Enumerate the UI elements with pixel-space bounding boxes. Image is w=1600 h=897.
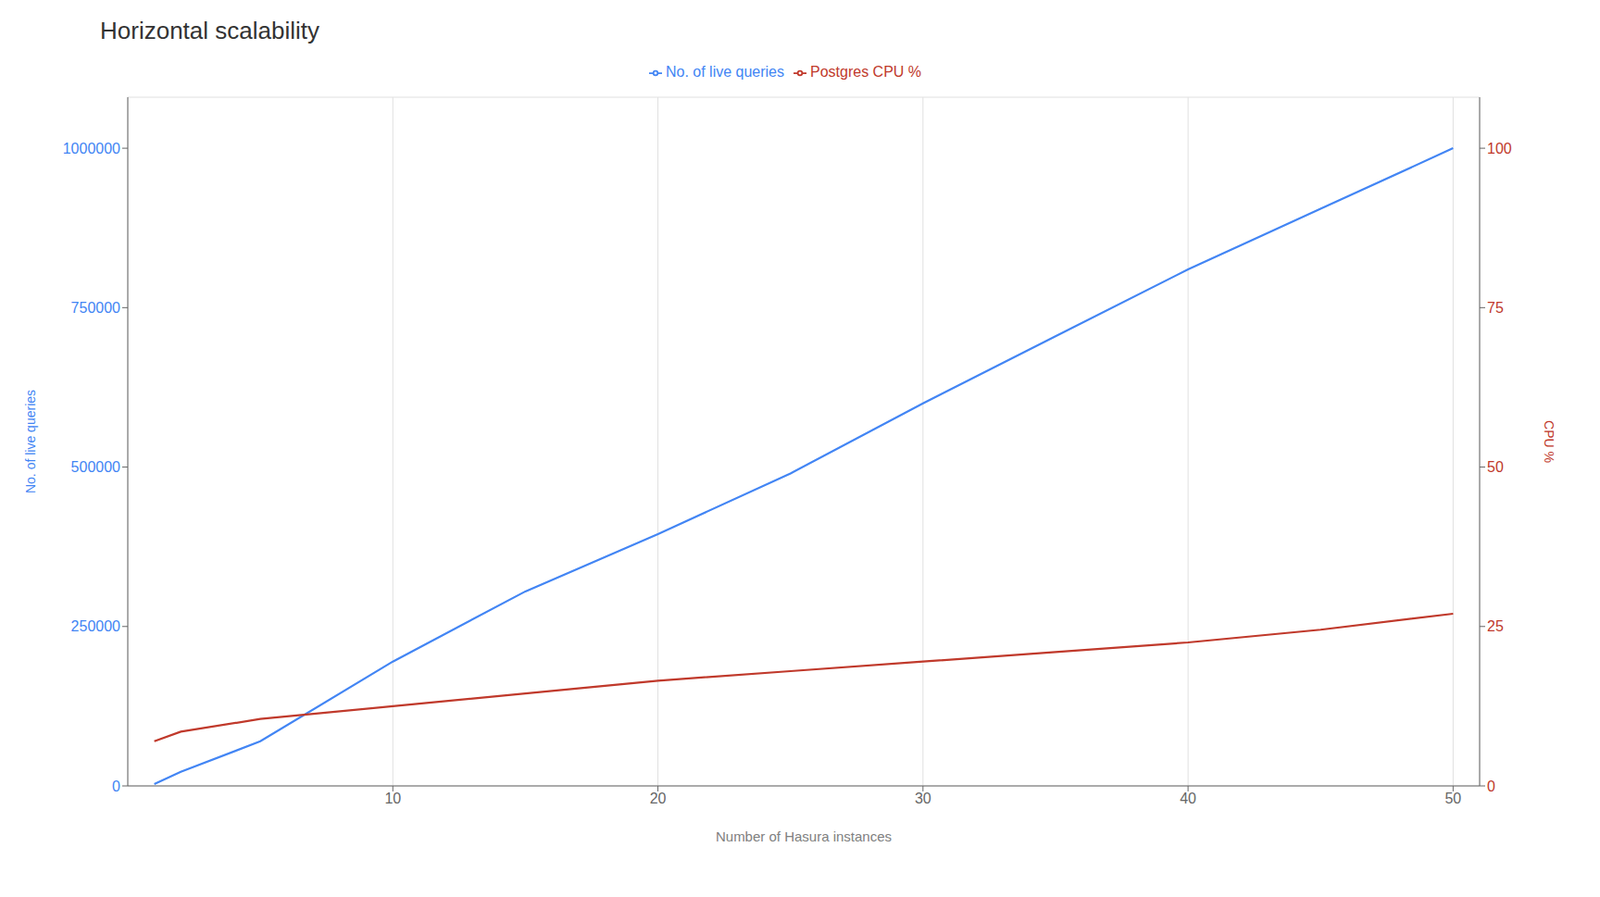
svg-text:Number of Hasura instances: Number of Hasura instances (715, 828, 892, 845)
html-text:No. of live queries: No. of live queries (665, 63, 785, 80)
svg-text:50: 50 (1444, 790, 1462, 807)
svg-text:0: 0 (112, 778, 121, 795)
html-text:Horizontal scalability: Horizontal scalability (100, 16, 320, 45)
svg-text:25: 25 (1487, 618, 1504, 635)
svg-text:CPU %: CPU % (1541, 420, 1557, 463)
svg-text:100: 100 (1487, 140, 1513, 157)
svg-text:50: 50 (1487, 459, 1504, 475)
svg-text:30: 30 (914, 790, 932, 807)
svg-text:20: 20 (650, 790, 667, 807)
html-text:Postgres CPU %: Postgres CPU % (810, 63, 922, 80)
svg-text:250000: 250000 (71, 618, 121, 635)
svg-text:500000: 500000 (71, 459, 121, 475)
svg-text:75: 75 (1487, 300, 1504, 316)
svg-text:40: 40 (1179, 790, 1197, 807)
svg-text:750000: 750000 (71, 300, 121, 316)
svg-text:No. of live queries: No. of live queries (23, 389, 38, 494)
svg-text:1000000: 1000000 (62, 140, 121, 157)
svg-text:0: 0 (1487, 778, 1496, 795)
svg-text:10: 10 (384, 790, 401, 807)
